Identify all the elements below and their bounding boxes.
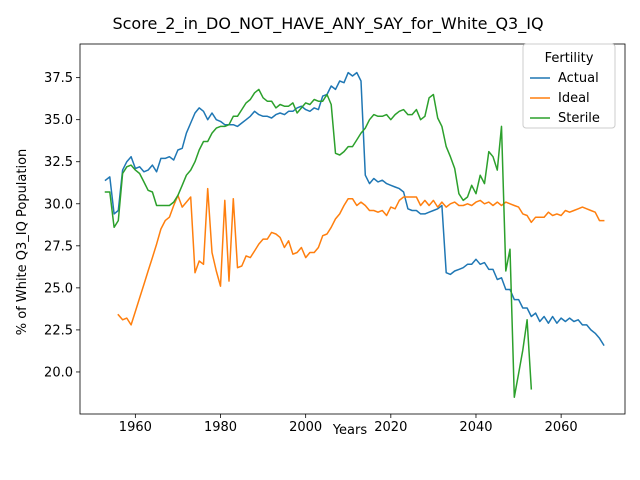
x-tick-label: 2040 — [459, 420, 492, 435]
y-tick-label: 20.0 — [44, 365, 73, 380]
y-tick-label: 30.0 — [44, 197, 73, 212]
legend-box — [522, 43, 616, 129]
y-tick-label: 22.5 — [44, 323, 73, 338]
legend-label-ideal: Ideal — [558, 91, 590, 106]
y-tick-label: 35.0 — [44, 113, 73, 128]
series-line-sterile — [104, 88, 533, 398]
y-axis-label: % of White Q3_IQ Population — [15, 149, 30, 336]
x-axis: 1960 1980 2000 2020 2040 2060 — [119, 414, 578, 435]
legend: Fertility Actual Ideal Sterile — [522, 43, 616, 129]
plot-frame — [79, 43, 626, 415]
y-tick-label: 25.0 — [44, 281, 73, 296]
y-tick-label: 37.5 — [44, 71, 73, 86]
legend-title: Fertility — [545, 51, 594, 66]
y-tick-label: 32.5 — [44, 155, 73, 170]
legend-label-actual: Actual — [558, 71, 599, 86]
series-line-actual — [104, 71, 605, 347]
x-tick-label: 2000 — [289, 420, 322, 435]
chart-title: Score_2_in_DO_NOT_HAVE_ANY_SAY_for_White… — [112, 14, 543, 34]
x-tick-label: 1960 — [119, 420, 152, 435]
y-tick-label: 27.5 — [44, 239, 73, 254]
x-tick-label: 1980 — [204, 420, 237, 435]
x-tick-label: 2060 — [545, 420, 578, 435]
series-line-ideal — [117, 187, 605, 326]
x-tick-label: 2020 — [374, 420, 407, 435]
plot-area — [79, 43, 626, 415]
x-axis-label: Years — [332, 423, 368, 438]
y-axis: 20.0 22.5 25.0 27.5 30.0 32.5 35.0 37.5 — [44, 71, 80, 380]
legend-label-sterile: Sterile — [558, 111, 600, 126]
